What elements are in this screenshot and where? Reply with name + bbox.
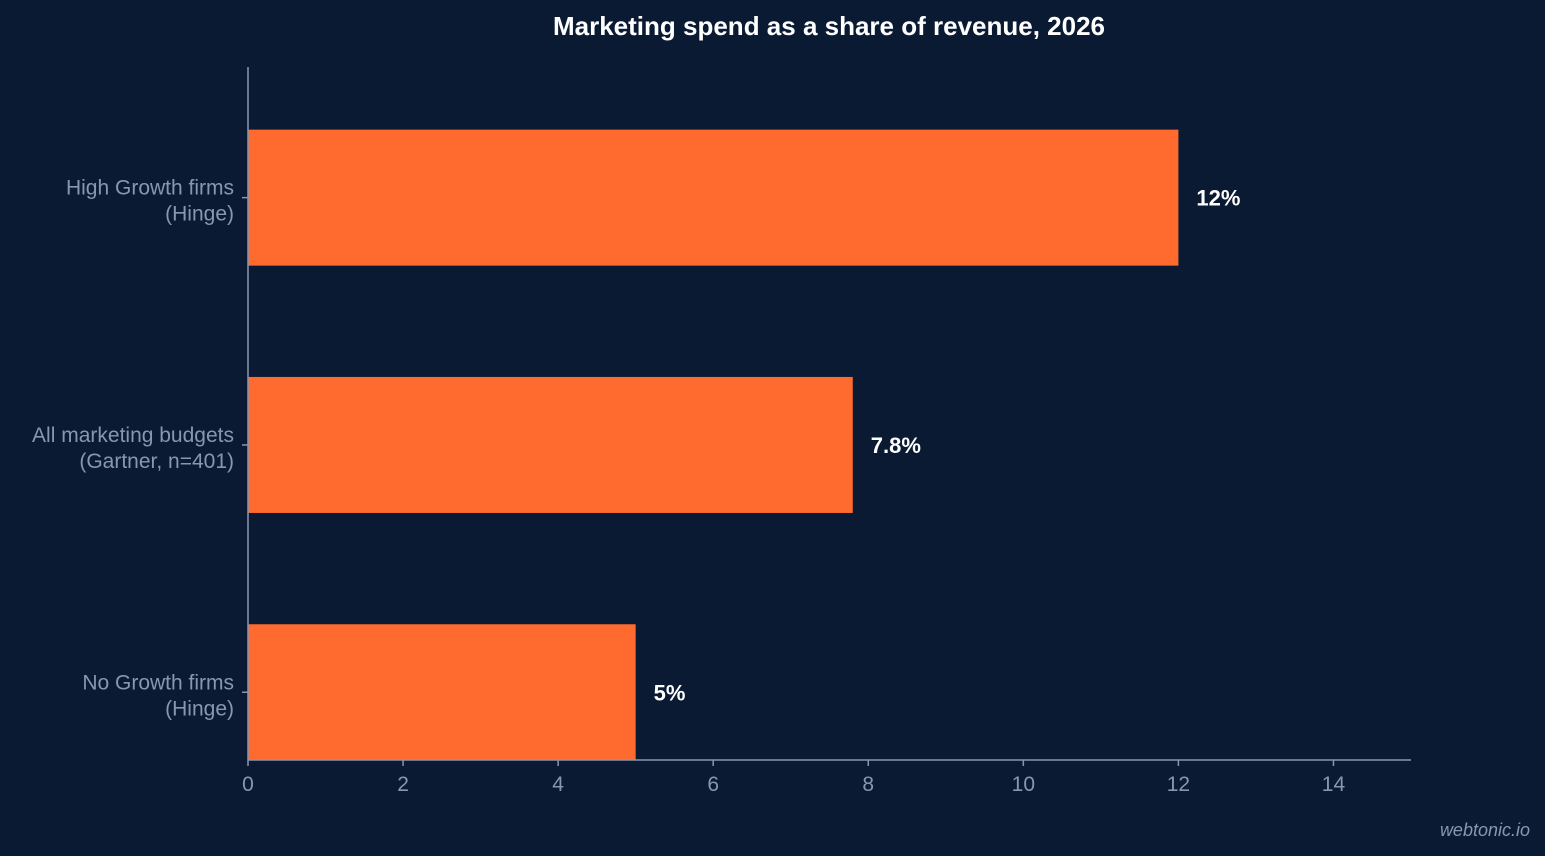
x-tick-label-3: 6 (707, 773, 719, 796)
data-label-1: 7.8% (871, 433, 921, 458)
bar-0 (248, 129, 1179, 266)
category-label-0: High Growth firms (Hinge) (66, 177, 234, 226)
labels-layer: 12% High Growth firms (Hinge) 7.8% All marke… (32, 177, 1345, 796)
chart-title: Marketing spend as a share of revenue, 2… (553, 11, 1105, 41)
category-label-2: No Growth firms (Hinge) (82, 671, 234, 720)
x-tick-label-6: 12 (1167, 773, 1190, 796)
data-label-0: 12% (1196, 186, 1240, 211)
x-tick-label-0: 0 (242, 773, 254, 796)
data-label-2: 5% (654, 680, 686, 705)
bar-1 (248, 376, 853, 513)
x-tick-label-5: 10 (1012, 773, 1035, 796)
bars-layer (248, 129, 1179, 761)
x-tick-label-2: 4 (552, 773, 564, 796)
bar-2 (248, 624, 636, 761)
axes-layer (242, 67, 1411, 766)
watermark: webtonic.io (1439, 820, 1530, 840)
x-tick-label-4: 8 (862, 773, 874, 796)
x-tick-label-1: 2 (397, 773, 409, 796)
x-tick-label-7: 14 (1322, 773, 1346, 796)
category-label-1: All marketing budgets (Gartner, n=401) (32, 424, 234, 473)
